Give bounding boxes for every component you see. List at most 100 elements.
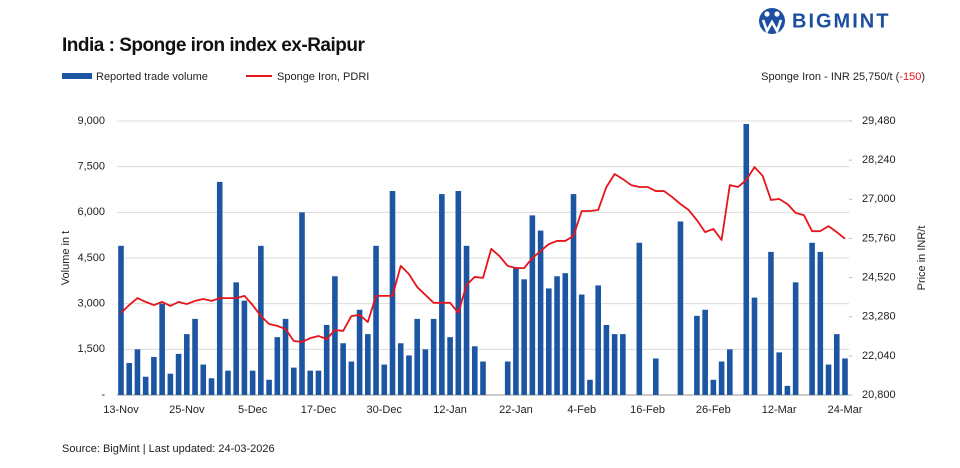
volume-bar [299,212,305,395]
volume-bar [455,191,462,395]
volume-bar [208,378,215,395]
volume-bar [167,373,174,395]
x-tick-label: 30-Dec [367,404,403,416]
volume-bar [225,370,231,395]
y2-tick-label: 20,800 [862,389,896,401]
volume-bar [521,279,527,395]
y-tick-label: 4,500 [77,252,105,264]
volume-bar [192,318,198,395]
volume-bar [587,379,593,395]
volume-bar [570,194,577,395]
volume-bar [315,370,322,395]
y2-tick-label: 23,280 [862,311,896,323]
volume-bar [652,358,659,395]
chart-title: India : Sponge iron index ex-Raipur [62,35,365,56]
volume-bar [842,358,848,395]
volume-bar [504,361,511,395]
y-tick-label: 7,500 [77,161,105,173]
volume-bar [274,337,281,395]
y2-tick-label: 27,000 [862,193,896,205]
volume-bar [809,242,815,395]
volume-bar [595,285,601,395]
volume-bar [134,349,141,395]
x-tick-label: 25-Nov [169,404,205,416]
volume-bar [792,282,799,395]
volume-bar [397,343,404,395]
y2-axis-title: Price in INR/t [916,226,928,291]
volume-bar [373,245,379,395]
volume-bar [743,124,750,396]
volume-bar [200,364,207,395]
volume-bar [447,337,453,395]
x-tick-label: 13-Nov [103,404,139,416]
volume-bar [694,315,700,395]
brand-logo: BIGMINT [759,8,890,35]
volume-bar [356,309,363,395]
volume-bar [710,379,717,395]
volume-bar [249,370,256,395]
x-tick-label: 17-Dec [301,404,337,416]
volume-bar [439,194,445,395]
volume-bar [817,251,824,395]
x-tick-label: 24-Mar [828,404,863,416]
grid [116,120,850,396]
volume-bar [323,324,330,395]
y2-tick-label: 24,520 [862,271,896,283]
price-annotation: Sponge Iron - INR 25,750/t (-150) [761,71,925,83]
volume-bar [513,267,519,395]
volume-bar [833,334,840,395]
x-tick-label: 5-Dec [238,404,268,416]
volume-bar [414,318,420,395]
y2-tick-label: 28,240 [862,154,896,166]
volume-bar [142,376,149,395]
volume-bar [266,379,272,395]
x-tick-label: 12-Jan [433,404,467,416]
source-note: Source: BigMint | Last updated: 24-03-20… [62,443,275,455]
volume-bar [118,245,124,395]
volume-bar [611,334,618,395]
volume-bar [784,385,791,395]
volume-bar [216,181,223,395]
volume-bar [430,318,437,395]
x-tick-label: 22-Jan [499,404,533,416]
volume-bar [562,273,569,395]
y2-tick-label: 25,760 [862,232,896,244]
volume-bar [546,288,552,395]
logo-icon-mark [761,19,783,35]
volume-bar [677,221,684,395]
annotation-change: -150 [899,71,921,83]
y-axis-title: Volume in t [60,231,72,285]
volume-bar [776,352,782,395]
x-tick-label: 26-Feb [696,404,731,416]
volume-bar [751,297,758,395]
volume-bar [718,361,725,395]
x-tick-label: 16-Feb [630,404,665,416]
volume-bar [529,215,536,395]
volume-bar [290,367,297,395]
volume-bar [537,230,544,395]
annotation-label: Sponge Iron - INR 25,750/t ( [761,71,900,83]
volume-bar [636,242,643,395]
legend-label: Sponge Iron, PDRI [277,71,369,83]
y2-tick-label: 29,480 [862,115,896,127]
volume-bar [463,245,470,395]
brand-name: BIGMINT [792,10,890,32]
annotation-close: ) [921,71,925,83]
y2-tick-label: 22,040 [862,350,896,362]
volume-bar [603,324,610,395]
y-tick-label: 1,500 [77,343,105,355]
volume-bar [151,356,157,395]
volume-bar [471,346,478,395]
volume-bar [406,355,412,395]
volume-bar [422,349,429,395]
volume-bar [365,334,371,395]
y-tick-label: 9,000 [77,115,105,127]
y-tick-label: 3,000 [77,298,105,310]
x-tick-label: 12-Mar [762,404,797,416]
logo-icon-dot [764,11,770,17]
volume-bar [480,361,486,395]
volume-bar [381,364,388,395]
volume-bar [768,251,774,395]
volume-bar [727,349,733,395]
